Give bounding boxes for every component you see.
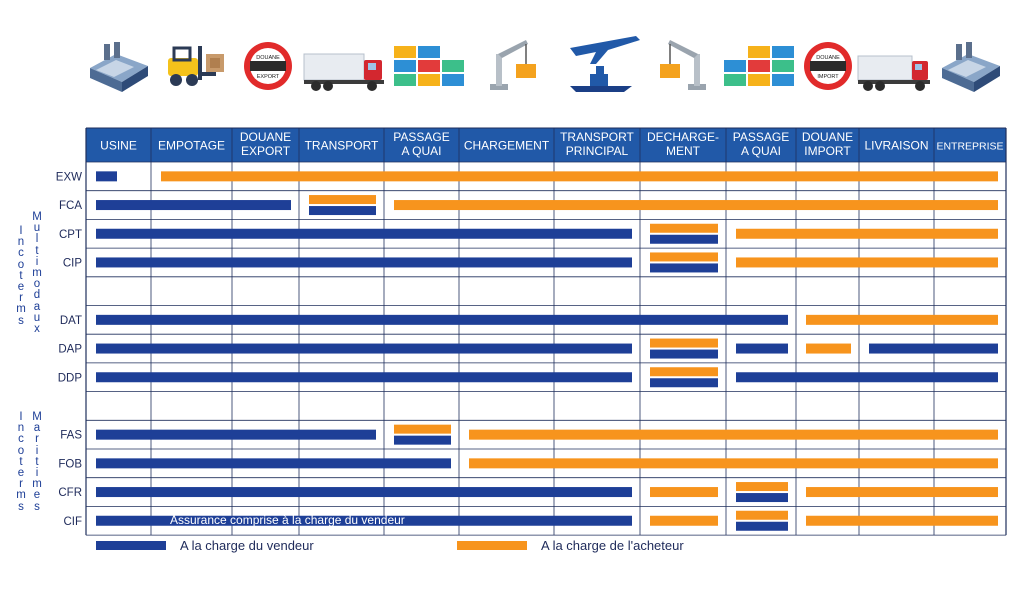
bar-buyer [736,257,998,268]
import-sign-line1: DOUANE [816,55,840,61]
row-label-fas: FAS [60,430,82,442]
forklift-icon [168,46,224,86]
bar-buyer [650,223,718,233]
bar-buyer [806,487,998,498]
bar-seller [736,343,788,354]
import-customs-sign-icon: DOUANE IMPORT [804,42,852,90]
bar-buyer [309,195,376,205]
icon-strip: DOUANE EXPORT [90,36,1000,92]
column-header-entreprise: ENTREPRISE [936,141,1003,153]
row-label-ddp: DDP [58,372,83,384]
bar-seller [96,171,117,182]
bar-seller [96,228,632,239]
bar-seller [869,343,998,354]
bar-buyer [806,314,998,325]
row-label-cpt: CPT [59,229,82,241]
column-header-passage_quai_1: PASSAGE A QUAI [393,130,449,158]
column-header-usine: USINE [100,139,137,153]
bar-seller [309,206,376,216]
bar-buyer [394,424,451,434]
bar-seller [96,487,632,498]
containers-icon [394,46,464,86]
bar-buyer [469,458,998,469]
bar-buyer [161,171,998,182]
column-header-chargement: CHARGEMENT [464,139,550,153]
bar-buyer [469,429,998,440]
row-label-dap: DAP [58,344,82,356]
bar-seller [650,349,718,359]
bar-seller [96,515,632,526]
containers-icon [724,46,794,86]
bar-buyer [806,343,851,354]
column-header-passage_quai_2: PASSAGE A QUAI [733,130,789,158]
column-header-transport_principal: TRANSPORT PRINCIPAL [560,130,634,158]
bar-seller [96,458,451,469]
factory-icon [90,42,148,92]
import-sign-line2: IMPORT [817,74,839,80]
column-header-douane_import: DOUANE IMPORT [802,130,853,158]
column-header-empotage: EMPOTAGE [158,139,225,153]
row-label-fca: FCA [59,200,82,212]
bar-seller [650,263,718,273]
bar-buyer [736,228,998,239]
legend-seller-swatch [96,540,166,550]
row-label-cfr: CFR [58,487,82,499]
legend-buyer-label: A la charge de l'acheteur [541,537,684,553]
truck-icon [303,53,384,91]
column-header-livraison: LIVRAISON [864,139,928,153]
row-label-cip: CIP [63,257,83,269]
bar-seller [650,234,718,244]
bar-buyer [736,482,788,492]
bar-seller [650,378,718,388]
bar-buyer [806,515,998,526]
legend-seller-label: A la charge du vendeur [180,537,314,553]
plane-ship-icon [570,36,640,92]
bar-seller [96,200,291,211]
legend-seller: A la charge du vendeur [96,536,314,554]
column-header-dechargement: DECHARGE-MENT [647,130,719,158]
crane-icon [660,40,706,90]
bar-seller [96,343,632,354]
bar-seller [736,521,788,531]
row-label-exw: EXW [56,171,82,183]
insurance-annotation: Assurance comprise à la charge du vendeu… [170,513,405,527]
bar-seller [394,435,451,445]
row-label-fob: FOB [58,458,82,470]
export-customs-sign-icon: DOUANE EXPORT [244,42,292,90]
column-header-transport: TRANSPORT [305,139,379,153]
crane-icon [490,40,536,90]
bar-buyer [650,487,718,498]
header-row [86,128,1006,162]
row-label-cif: CIF [63,516,82,528]
export-sign-line2: EXPORT [257,74,280,80]
bar-seller [96,257,632,268]
column-header-douane_export: DOUANE EXPORT [240,130,291,158]
bar-buyer [736,510,788,520]
export-sign-line1: DOUANE [256,55,280,61]
bar-buyer [394,200,998,211]
bar-seller [736,493,788,503]
bar-seller [96,429,376,440]
row-label-dat: DAT [60,315,82,327]
factory-icon [942,42,1000,92]
bar-buyer [650,338,718,348]
bar-seller [96,372,632,383]
bar-seller [96,314,788,325]
bar-seller [736,372,998,383]
legend-buyer: A la charge de l'acheteur [457,536,684,554]
bar-buyer [650,252,718,262]
truck-icon [857,55,930,91]
legend-buyer-swatch [457,540,527,550]
bar-buyer [650,515,718,526]
bar-buyer [650,367,718,377]
